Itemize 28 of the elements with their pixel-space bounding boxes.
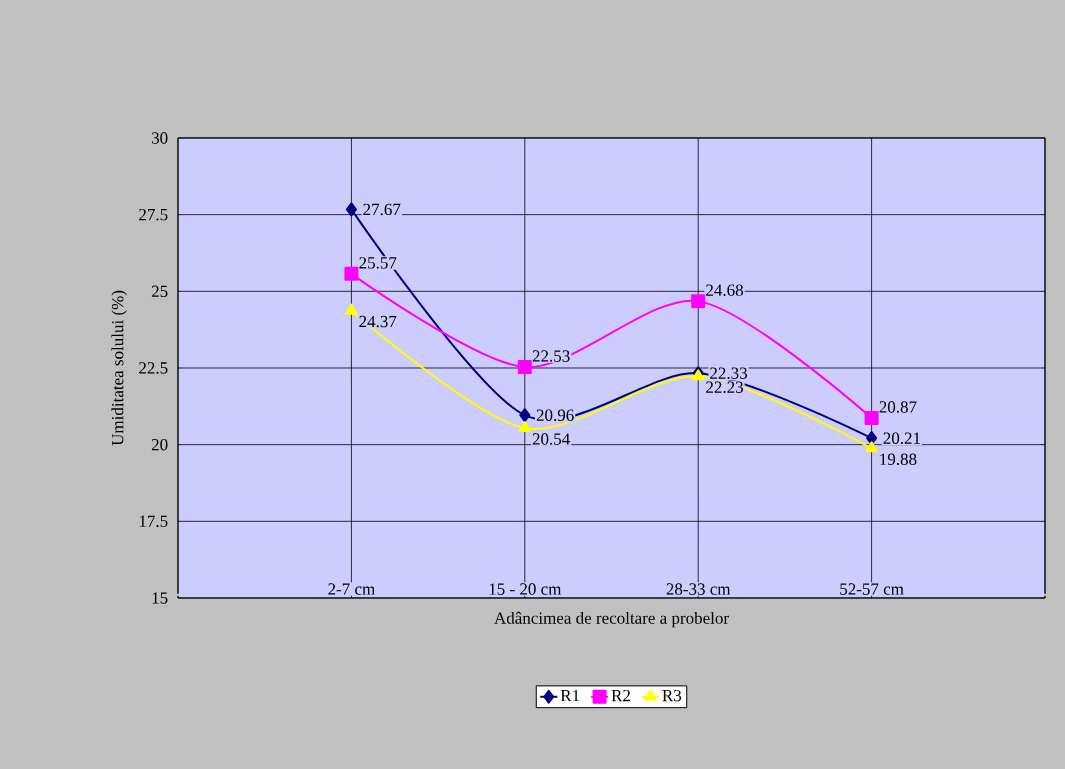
data-label: 20.21: [883, 432, 921, 444]
y-tick-label: 17.5: [139, 515, 168, 528]
y-tick-label: 27.5: [139, 208, 168, 221]
data-label: 19.88: [880, 453, 917, 466]
legend-label: R2: [611, 689, 630, 702]
x-tick-label: 2-7 cm: [328, 583, 375, 595]
y-tick-label: 25: [151, 285, 168, 298]
data-label: 25.57: [359, 257, 397, 269]
y-tick-label: 22.5: [139, 362, 168, 374]
x-tick-label: 15 - 20 cm: [489, 583, 562, 595]
data-label: 22.33: [710, 367, 747, 379]
data-label: 24.68: [706, 284, 744, 296]
data-label: 22.53: [532, 350, 570, 362]
legend-label: R3: [662, 689, 682, 702]
y-tick-label: 15: [152, 592, 168, 604]
y-axis-title: Umiditatea solului (%): [111, 290, 127, 446]
data-label: 20.87: [879, 401, 917, 413]
data-label: 24.37: [359, 315, 397, 328]
legend-label: R1: [560, 689, 580, 702]
y-tick-label: 30: [151, 132, 168, 144]
x-tick-label: 52-57 cm: [840, 583, 904, 595]
x-axis-title: Adâncimea de recoltare a probelor: [494, 611, 729, 628]
data-label: 27.67: [363, 203, 401, 216]
data-label: 22.23: [706, 381, 743, 393]
data-label: 20.96: [536, 409, 574, 421]
y-tick-label: 20: [151, 438, 168, 451]
data-label: 20.54: [532, 433, 570, 445]
x-tick-label: 28-33 cm: [666, 583, 731, 595]
